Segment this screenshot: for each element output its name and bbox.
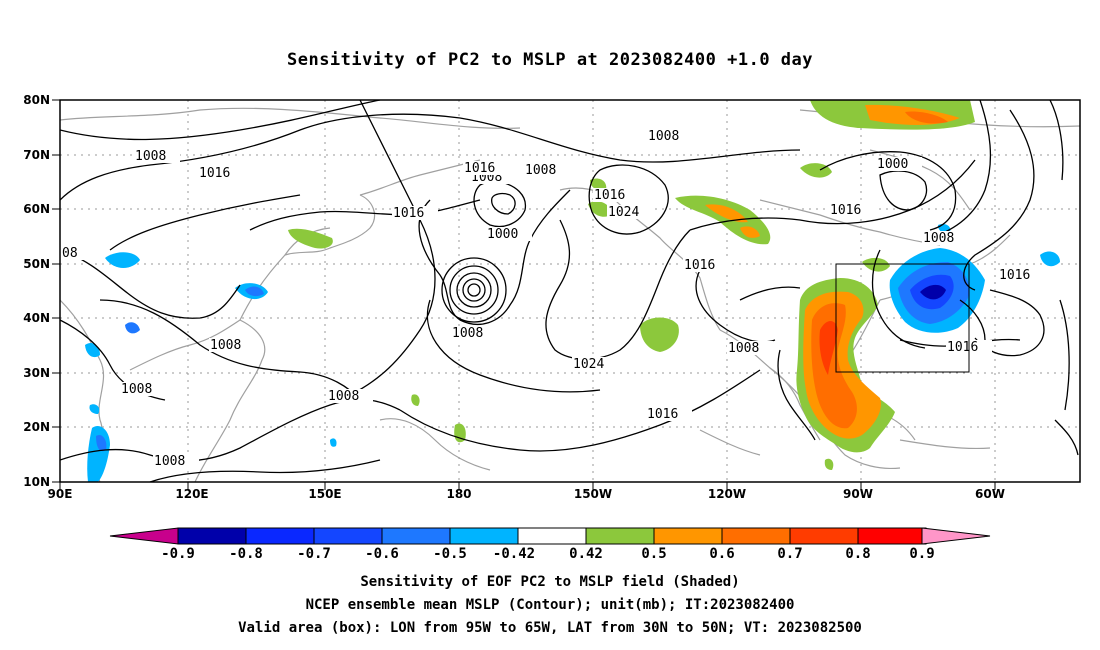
chart-title: Sensitivity of PC2 to MSLP at 2023082400… — [286, 50, 813, 70]
contour-label: 1008 — [328, 389, 359, 404]
contour-label: 08 — [62, 246, 78, 261]
lon-label: 60W — [975, 487, 1005, 501]
contour-label: 1008 — [210, 338, 241, 353]
caption-valid-area: Valid area (box): LON from 95W to 65W, L… — [238, 620, 862, 636]
lon-label: 90E — [48, 487, 73, 501]
lat-label: 20N — [23, 420, 50, 434]
lat-label: 80N — [23, 93, 50, 107]
lat-label: 30N — [23, 366, 50, 380]
colorbar-swatch — [381, 527, 451, 545]
caption-contour: NCEP ensemble mean MSLP (Contour); unit(… — [305, 597, 795, 613]
contour-label: 1008 — [452, 326, 483, 341]
shading-negative — [85, 223, 1060, 482]
colorbar-tick-label: -0.8 — [229, 546, 263, 562]
shading-positive — [288, 100, 975, 470]
contour-label: 1016 — [830, 203, 861, 218]
colorbar-tick-label: -0.9 — [161, 546, 195, 562]
colorbar-low-end — [109, 527, 179, 545]
lat-axis — [52, 99, 60, 483]
lat-label: 10N — [23, 475, 50, 489]
colorbar-tick-label: 0.6 — [709, 546, 734, 562]
contour-label: 1008 — [154, 454, 185, 469]
contour-labels: 1008 1016 1008 1016 1008 1000 1016 1024 … — [60, 129, 1044, 469]
contour-label: 1008 — [728, 341, 759, 356]
contour-label: 1024 — [573, 357, 604, 372]
colorbar-tick-label: -0.5 — [433, 546, 467, 562]
colorbar-tick-label: -0.42 — [493, 546, 535, 562]
lon-label: 150W — [574, 487, 612, 501]
colorbar-swatch — [449, 527, 519, 545]
contour-label: 1016 — [199, 166, 230, 181]
colorbar-swatch — [721, 527, 791, 545]
lat-label: 70N — [23, 148, 50, 162]
colorbar-tick-label: 0.9 — [909, 546, 934, 562]
contour-label: 1016 — [684, 258, 715, 273]
colorbar-swatch — [585, 527, 655, 545]
lon-label: 120E — [175, 487, 208, 501]
valid-area-box — [835, 263, 970, 373]
colorbar-tick-label: -0.6 — [365, 546, 399, 562]
lat-label: 50N — [23, 257, 50, 271]
caption-shading: Sensitivity of EOF PC2 to MSLP field (Sh… — [360, 574, 740, 590]
contour-label: 1008 — [525, 163, 556, 178]
colorbar-tick-label: 0.42 — [569, 546, 603, 562]
contour-label: 1000 — [487, 227, 518, 242]
contour-label: 1016 — [999, 268, 1030, 283]
colorbar-swatch — [313, 527, 383, 545]
colorbar-swatch — [177, 527, 247, 545]
colorbar-swatch — [517, 527, 587, 545]
colorbar-swatch — [653, 527, 723, 545]
contour-label: 1016 — [647, 407, 678, 422]
contour-label: 1024 — [608, 205, 639, 220]
lon-label: 150E — [308, 487, 341, 501]
colorbar: -0.9 -0.8 -0.7 -0.6 -0.5 -0.42 0.42 0.5 … — [109, 527, 991, 562]
lon-axis — [59, 482, 996, 490]
contour-label: 1016 — [393, 206, 424, 221]
contour-label: 1008 — [648, 129, 679, 144]
contour-label: 1016 — [594, 188, 625, 203]
lat-label: 40N — [23, 311, 50, 325]
lat-label: 60N — [23, 202, 50, 216]
colorbar-tick-label: 0.8 — [845, 546, 870, 562]
lon-label: 90W — [843, 487, 873, 501]
colorbar-swatch — [789, 527, 859, 545]
colorbar-tick-label: -0.7 — [297, 546, 331, 562]
lon-label: 180 — [446, 487, 471, 501]
colorbar-swatch — [857, 527, 927, 545]
contour-label: 1008 — [923, 231, 954, 246]
contour-label: 1016 — [947, 340, 978, 355]
colorbar-swatch — [245, 527, 315, 545]
contour-label: 1000 — [877, 157, 908, 172]
colorbar-tick-label: 0.5 — [641, 546, 666, 562]
contour-label: 1008 — [135, 149, 166, 164]
colorbar-tick-label: 0.7 — [777, 546, 802, 562]
colorbar-high-end — [921, 527, 991, 545]
map-frame — [59, 99, 1081, 483]
contour-label: 1016 — [464, 161, 495, 176]
contour-label: 1008 — [121, 382, 152, 397]
lon-label: 120W — [708, 487, 746, 501]
